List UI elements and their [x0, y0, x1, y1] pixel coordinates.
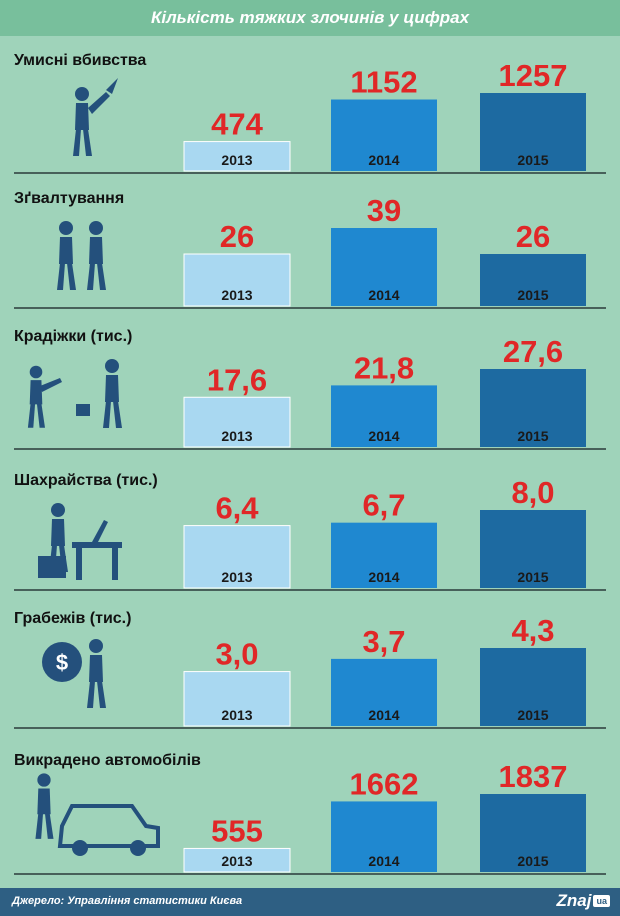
- bar: [331, 385, 437, 447]
- bar: [183, 396, 291, 448]
- bar: [480, 794, 586, 872]
- laptop-user-icon: [38, 503, 122, 580]
- section-title: Крадіжки (тис.): [14, 328, 132, 345]
- value-label: 6,7: [362, 488, 405, 523]
- section-title: Умисні вбивства: [14, 52, 146, 69]
- year-label: 2014: [368, 853, 399, 869]
- value-label: 1257: [499, 58, 568, 93]
- chart-section: Шахрайства (тис.) 2013 6,4 2014 6,7 2015 8,0: [14, 472, 606, 591]
- bar: [331, 658, 437, 726]
- bar: [331, 522, 437, 588]
- header-bar: Кількість тяжких злочинів у цифрах: [0, 0, 620, 36]
- year-label: 2015: [517, 853, 548, 869]
- bar: [183, 253, 291, 307]
- bar: [480, 369, 586, 447]
- page-title: Кількість тяжких злочинів у цифрах: [150, 8, 470, 27]
- chart-section: Крадіжки (тис.) 2013 17,6 2014 21,8 2015 27,6: [14, 328, 606, 450]
- year-label: 2014: [368, 569, 399, 585]
- logo-badge: ua: [593, 895, 610, 907]
- value-label: 1662: [350, 766, 419, 801]
- year-label: 2015: [517, 152, 548, 168]
- bar: [331, 801, 437, 872]
- footer-bar: Джерело: Управління статистики Києва Zna…: [0, 888, 620, 916]
- section-title: Грабежів (тис.): [14, 610, 131, 627]
- section-title: Шахрайства (тис.): [14, 472, 158, 489]
- year-label: 2015: [517, 569, 548, 585]
- value-label: 1837: [499, 759, 568, 794]
- bag-snatcher-icon: [27, 359, 122, 428]
- bar: [331, 99, 437, 171]
- bar: [183, 141, 291, 172]
- bar: [183, 671, 291, 727]
- value-label: 555: [211, 813, 263, 848]
- value-label: 1152: [350, 65, 417, 100]
- logo-text: Znaj: [556, 891, 592, 910]
- bar: [331, 228, 437, 306]
- year-label: 2013: [221, 428, 252, 444]
- year-label: 2015: [517, 428, 548, 444]
- value-label: 27,6: [503, 334, 563, 369]
- year-label: 2015: [517, 707, 548, 723]
- year-label: 2013: [221, 569, 252, 585]
- section-title: Викрадено автомобілів: [14, 752, 201, 769]
- bar: [480, 93, 586, 171]
- year-label: 2015: [517, 287, 548, 303]
- year-label: 2014: [368, 287, 399, 303]
- value-label: 17,6: [207, 362, 267, 397]
- section-title: Зґвалтування: [14, 190, 124, 207]
- chart-section: Умисні вбивства 2013 474 2014 1152 2015 1257: [14, 52, 606, 174]
- svg-text:$: $: [56, 650, 68, 675]
- stabbing-figure-icon: [73, 78, 118, 156]
- value-label: 26: [220, 219, 254, 254]
- value-label: 3,7: [362, 624, 405, 659]
- value-label: 21,8: [354, 350, 414, 385]
- year-label: 2013: [221, 152, 252, 168]
- bar: [480, 254, 586, 306]
- two-figures-icon: [57, 221, 106, 290]
- year-label: 2014: [368, 428, 399, 444]
- bar: [183, 525, 291, 589]
- bar: [480, 648, 586, 726]
- bar: [183, 847, 291, 873]
- infographic-chart: Умисні вбивства 2013 474 2014 1152 2015 1257 Зґ…: [14, 52, 606, 875]
- value-label: 474: [211, 107, 263, 142]
- value-label: 8,0: [511, 475, 554, 510]
- brand-logo: Znaj ua: [557, 891, 610, 911]
- value-label: 4,3: [511, 613, 554, 648]
- value-label: 3,0: [215, 637, 258, 672]
- chart-section: Зґвалтування 2013 26 2014 39 2015 26: [14, 190, 606, 309]
- year-label: 2013: [221, 707, 252, 723]
- year-label: 2014: [368, 152, 399, 168]
- car-thief-icon: [35, 773, 160, 856]
- chart-section: Грабежів (тис.) $2013 3,0 2014 3,7 2015 4,3: [14, 610, 606, 729]
- year-label: 2013: [221, 853, 252, 869]
- chart-section: Викрадено автомобілів 2013 555 2014 1662 2015…: [14, 752, 606, 875]
- value-label: 39: [367, 193, 401, 228]
- value-label: 6,4: [215, 491, 259, 526]
- bar: [480, 510, 586, 588]
- year-label: 2013: [221, 287, 252, 303]
- value-label: 26: [516, 219, 550, 254]
- year-label: 2014: [368, 707, 399, 723]
- source-note: Джерело: Управління статистики Києва: [12, 895, 243, 907]
- thief-with-money-bag-icon: $: [42, 639, 106, 708]
